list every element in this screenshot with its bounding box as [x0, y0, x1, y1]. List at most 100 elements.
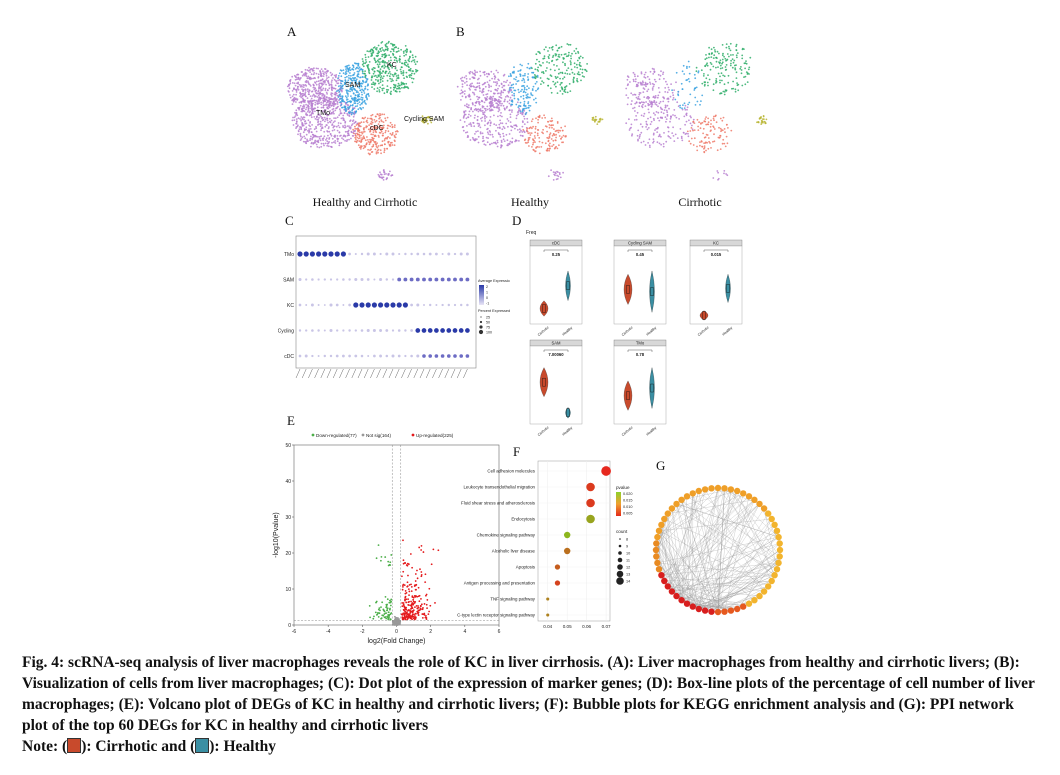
ppi-node: [658, 572, 665, 579]
umap-point: [381, 53, 384, 56]
umap-point: [307, 91, 310, 94]
umap-point: [576, 59, 579, 62]
umap-point: [654, 129, 656, 131]
volcano-point-up: [417, 611, 420, 614]
umap-point: [315, 67, 318, 70]
umap-point: [558, 173, 561, 176]
umap-point: [358, 140, 361, 143]
violin-box: [726, 284, 730, 293]
umap-point: [658, 133, 661, 136]
umap-point: [730, 129, 733, 132]
umap-point: [655, 104, 658, 106]
volcano-ytick-label: 0: [288, 623, 291, 629]
umap-point: [320, 101, 323, 104]
umap-point: [368, 143, 371, 146]
umap-point: [506, 118, 509, 120]
umap-point: [527, 102, 529, 105]
umap-point: [556, 49, 559, 52]
umap-point: [553, 64, 555, 66]
umap-point: [549, 68, 552, 71]
dotplot-dot: [465, 277, 470, 282]
umap-point: [377, 44, 380, 47]
volcano-point-down: [387, 611, 390, 614]
umap-point: [379, 132, 382, 134]
umap-point: [538, 60, 541, 63]
umap-point: [372, 47, 375, 49]
umap-point: [483, 73, 486, 76]
umap-point: [518, 104, 520, 107]
umap-point: [302, 100, 305, 102]
dotplot-pct-dot: [479, 325, 483, 329]
umap-point: [680, 82, 683, 85]
kegg-bubble: [586, 514, 595, 524]
umap-point: [291, 75, 294, 78]
umap-point: [466, 84, 468, 87]
umap-point: [354, 120, 357, 123]
umap-point: [498, 126, 501, 129]
dotplot-dot: [335, 354, 339, 358]
umap-point: [653, 99, 656, 102]
umap-point: [735, 43, 738, 46]
umap-point: [414, 63, 417, 66]
panel-e-label: E: [287, 413, 295, 428]
umap-point: [719, 117, 722, 120]
umap-point: [734, 68, 737, 71]
umap-point: [686, 108, 688, 111]
umap-point: [526, 121, 529, 124]
umap-point: [701, 94, 704, 97]
umap-point: [353, 122, 356, 124]
volcano-point-up: [411, 613, 414, 616]
umap-point: [504, 96, 507, 98]
umap-point: [336, 98, 338, 100]
ppi-node: [652, 546, 660, 554]
violin-bracket: [543, 349, 569, 352]
umap-point: [328, 104, 331, 107]
umap-point: [724, 57, 727, 60]
umap-point: [706, 64, 709, 67]
umap-point: [358, 146, 361, 149]
umap-point: [707, 84, 709, 87]
umap-point: [535, 101, 538, 104]
dotplot-dot: [336, 278, 339, 281]
umap-point: [340, 142, 343, 144]
umap-point: [387, 72, 390, 75]
umap-point: [428, 117, 431, 119]
umap-point: [688, 80, 691, 83]
umap-point: [313, 142, 315, 144]
umap-point: [509, 116, 512, 118]
umap-point: [324, 81, 326, 84]
umap-point: [496, 141, 499, 144]
umap-point: [528, 127, 531, 130]
dotplot-dot: [323, 329, 326, 332]
ppi-edge: [671, 562, 779, 592]
umap-healthy: [456, 43, 604, 181]
umap-point: [310, 131, 313, 134]
umap-point: [499, 114, 502, 117]
umap-point: [664, 116, 667, 119]
ppi-edge: [686, 499, 755, 604]
volcano-point-down: [388, 601, 391, 604]
umap-point: [526, 93, 529, 95]
volcano-point-up: [408, 613, 411, 615]
umap-point: [322, 83, 325, 85]
umap-point: [551, 59, 554, 62]
umap-point: [543, 57, 546, 60]
umap-point: [651, 82, 654, 85]
umap-point: [534, 127, 537, 130]
umap-point: [703, 136, 706, 139]
umap-point: [491, 109, 494, 111]
umap-point: [364, 72, 366, 75]
umap-point: [699, 144, 701, 147]
umap-point: [320, 129, 322, 132]
cluster-label-kc: KC: [387, 62, 397, 69]
kegg-count-dot: [618, 544, 622, 548]
umap-point: [551, 119, 554, 122]
umap-point: [352, 64, 355, 67]
umap-point: [379, 70, 381, 73]
umap-point: [349, 126, 352, 129]
umap-point: [298, 83, 301, 86]
umap-point: [682, 64, 685, 67]
umap-point: [656, 96, 659, 99]
umap-point: [681, 139, 684, 142]
umap-point: [643, 96, 646, 98]
